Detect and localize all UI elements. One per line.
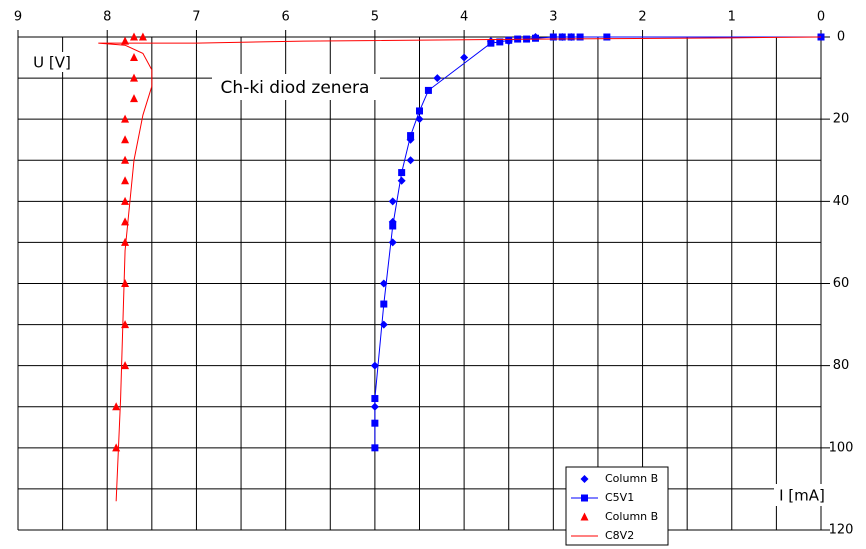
point bbox=[531, 34, 539, 42]
point bbox=[433, 74, 442, 83]
x-tick-label: 6 bbox=[282, 10, 290, 25]
point bbox=[549, 33, 557, 41]
x-tick-label: 3 bbox=[549, 10, 557, 25]
x-tick-label: 5 bbox=[371, 10, 379, 25]
point bbox=[371, 419, 379, 427]
y-axis-label: U [V] bbox=[33, 54, 71, 72]
point bbox=[558, 33, 566, 41]
y-label-box bbox=[28, 52, 76, 72]
point bbox=[121, 176, 130, 185]
x-tick-label: 8 bbox=[103, 10, 111, 25]
point bbox=[121, 114, 130, 123]
legend-label: C5V1 bbox=[605, 491, 634, 504]
point bbox=[398, 169, 406, 177]
point bbox=[505, 36, 513, 44]
point bbox=[121, 155, 130, 164]
x-label-box bbox=[774, 484, 830, 506]
x-tick-label: 9 bbox=[14, 10, 22, 25]
point bbox=[121, 361, 130, 370]
point bbox=[371, 444, 379, 452]
point bbox=[121, 196, 130, 205]
point bbox=[138, 32, 147, 41]
point bbox=[129, 53, 138, 62]
point bbox=[424, 86, 432, 94]
y-tick-label: 60 bbox=[833, 276, 850, 291]
legend-label: Column B bbox=[605, 472, 658, 485]
point bbox=[389, 222, 397, 230]
point bbox=[129, 32, 138, 41]
point bbox=[487, 39, 495, 47]
point bbox=[380, 300, 388, 308]
point bbox=[121, 217, 130, 226]
y-tick-label: 40 bbox=[833, 194, 850, 209]
point bbox=[370, 361, 379, 370]
point bbox=[121, 36, 130, 45]
point bbox=[496, 38, 504, 46]
plot bbox=[98, 32, 825, 502]
point bbox=[460, 53, 469, 62]
x-tick-label: 2 bbox=[638, 10, 646, 25]
point bbox=[603, 33, 611, 41]
point bbox=[112, 402, 121, 411]
title-box bbox=[212, 74, 380, 100]
point bbox=[121, 279, 130, 287]
point bbox=[407, 132, 415, 140]
chart-title: Ch-ki diod zenera bbox=[221, 78, 370, 98]
x-tick-label: 0 bbox=[817, 10, 825, 25]
point bbox=[567, 33, 575, 41]
y-tick-label: 80 bbox=[833, 358, 850, 373]
legend-marker bbox=[580, 512, 589, 521]
legend: Column B C5V1 Column B C8V2 bbox=[565, 466, 669, 546]
point bbox=[121, 135, 130, 144]
legend-label: Column B bbox=[605, 510, 658, 523]
point bbox=[371, 395, 379, 403]
legend-marker bbox=[581, 494, 588, 502]
series-line bbox=[98, 36, 822, 502]
point bbox=[129, 94, 138, 103]
y-tick-label: 100 bbox=[829, 440, 854, 455]
point bbox=[129, 73, 138, 82]
point bbox=[416, 107, 423, 115]
point bbox=[121, 237, 130, 246]
point bbox=[388, 197, 397, 206]
y-tick-label: 120 bbox=[829, 523, 854, 538]
legend-marker bbox=[580, 475, 589, 483]
point bbox=[576, 33, 584, 41]
y-tick-label: 0 bbox=[837, 30, 845, 45]
x-axis-label: I [mA] bbox=[779, 487, 825, 505]
x-tick-label: 1 bbox=[728, 10, 736, 25]
legend-label: C8V2 bbox=[605, 529, 634, 542]
y-tick-label: 20 bbox=[833, 112, 850, 127]
x-tick-label: 4 bbox=[460, 10, 468, 25]
point bbox=[406, 156, 415, 165]
x-tick-label: 7 bbox=[192, 10, 200, 25]
